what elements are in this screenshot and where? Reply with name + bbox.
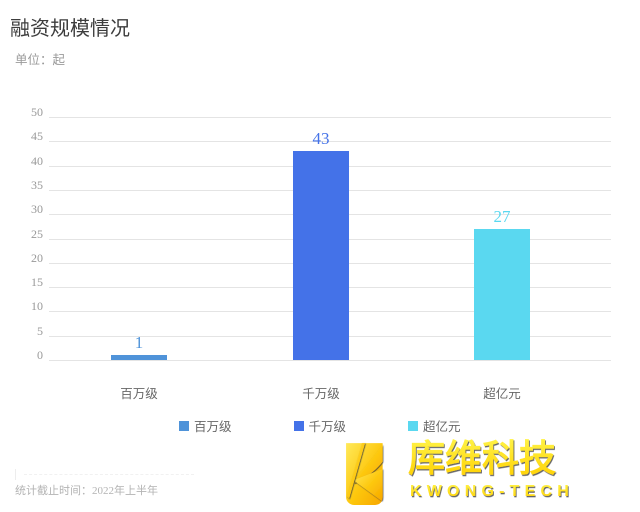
svg-text:KWONG-TECH: KWONG-TECH (410, 483, 574, 500)
svg-text:库维科技: 库维科技 (408, 438, 556, 479)
